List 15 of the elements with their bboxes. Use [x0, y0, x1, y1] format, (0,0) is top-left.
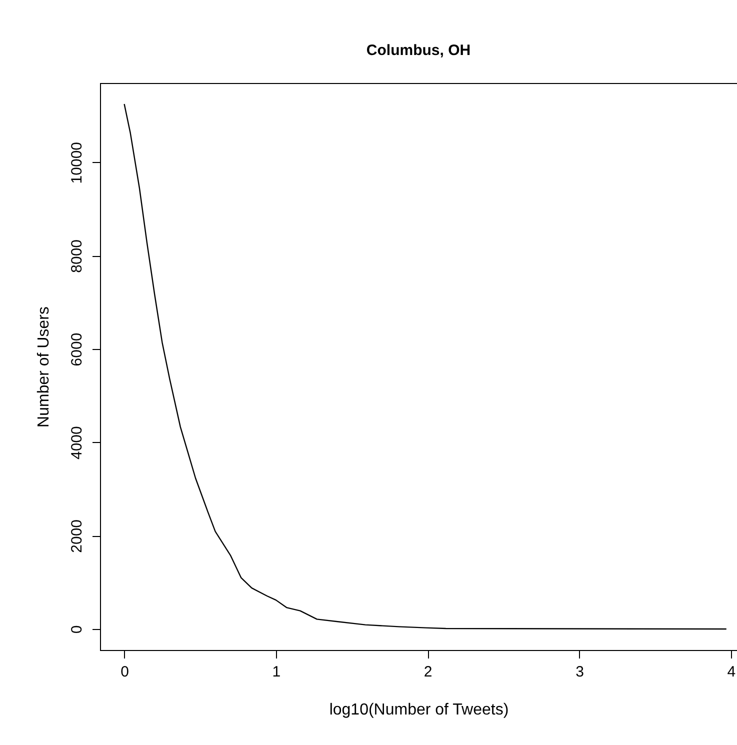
- y-axis-title: Number of Users: [36, 306, 52, 428]
- line-series: [124, 103, 727, 630]
- y-tick-label: 8000: [68, 239, 86, 273]
- y-tick-label: 4000: [68, 426, 86, 460]
- x-tick-label: 3: [576, 664, 584, 680]
- x-tick-label: 1: [272, 664, 281, 680]
- y-tick-label: 2000: [68, 519, 86, 553]
- x-axis-title: log10(Number of Tweets): [329, 702, 509, 718]
- y-tick-label: 0: [68, 625, 86, 634]
- x-tick-label: 4: [727, 664, 736, 680]
- x-tick-label: 2: [424, 664, 432, 680]
- y-tick-label: 6000: [68, 332, 86, 366]
- y-tick-label: 10000: [68, 142, 86, 184]
- chart-title: Columbus, OH: [366, 42, 471, 59]
- x-tick-label: 0: [120, 664, 129, 680]
